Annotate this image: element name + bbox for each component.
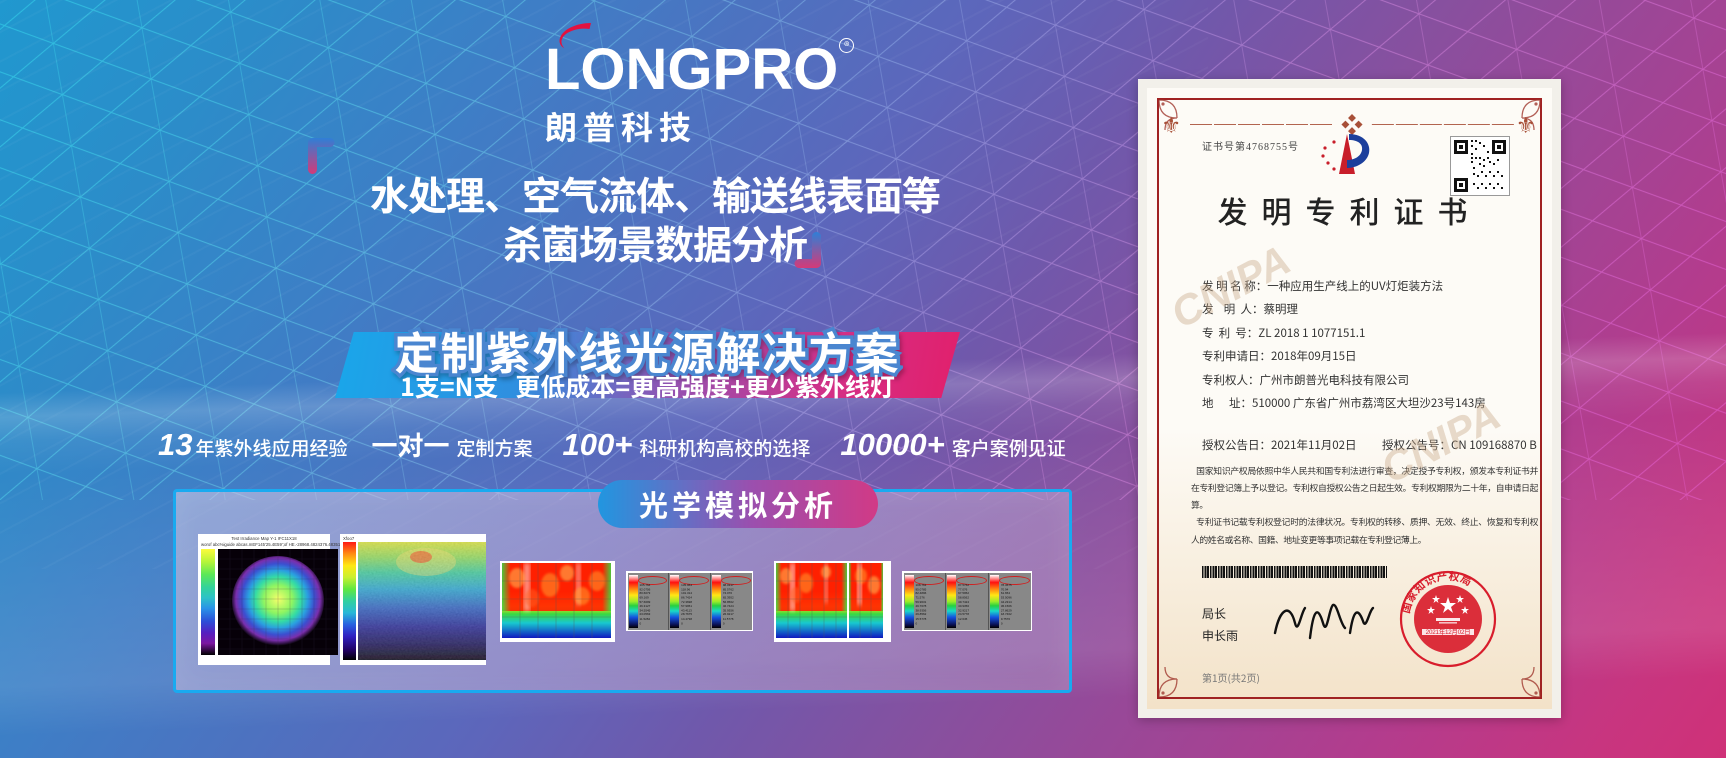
svg-text:2021年12月02日: 2021年12月02日	[1426, 627, 1471, 636]
